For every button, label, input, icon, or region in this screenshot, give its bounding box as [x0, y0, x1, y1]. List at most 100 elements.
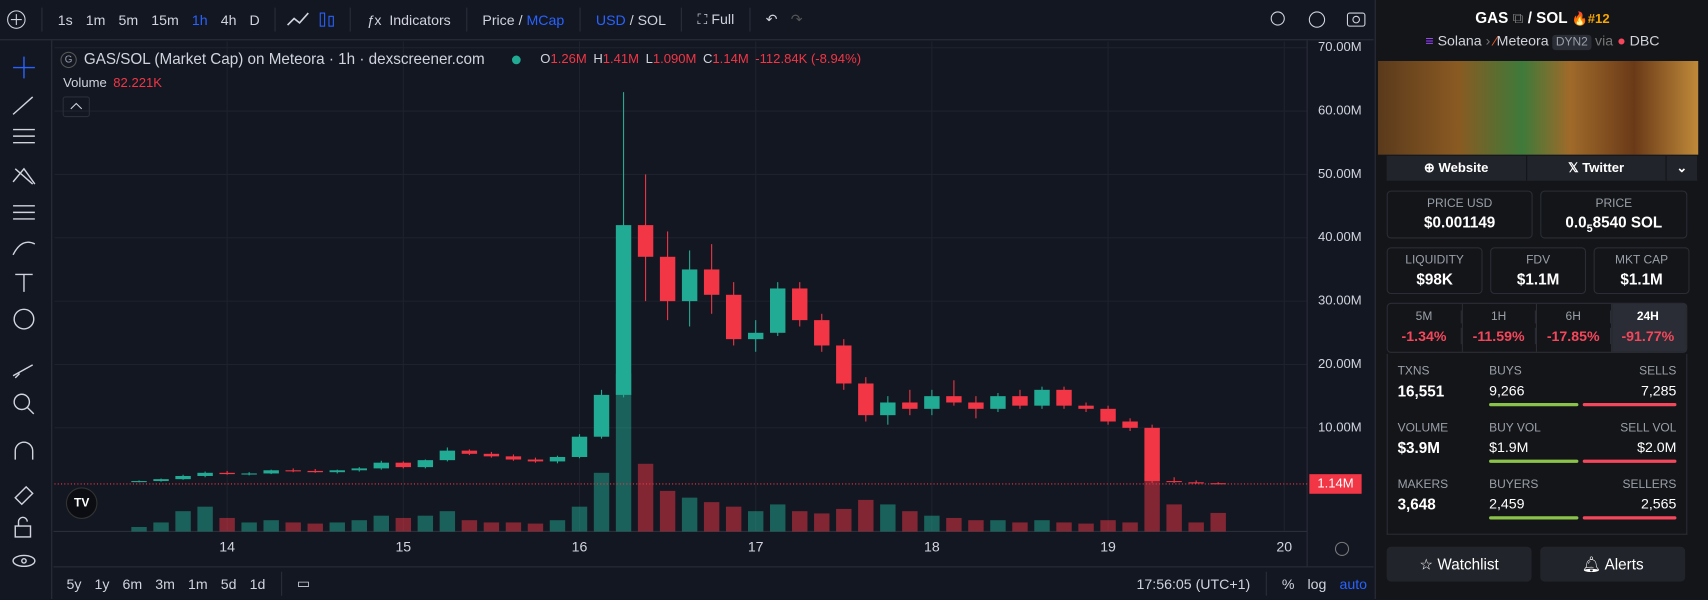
- date-range-icon[interactable]: ▭: [296, 575, 311, 592]
- price-usd-box: PRICE USD $0.001149: [1386, 190, 1533, 239]
- candle-body: [1034, 389, 1050, 406]
- clock: 17:56:05 (UTC+1): [1136, 575, 1251, 592]
- candles: [131, 92, 1226, 485]
- line-chart-icon[interactable]: [285, 9, 313, 31]
- candle-body: [329, 470, 345, 473]
- stat-right-label: SELLS: [1639, 364, 1677, 378]
- interval-button[interactable]: D: [249, 11, 260, 28]
- candle-body: [549, 456, 566, 462]
- candle-body: [439, 450, 456, 461]
- candle-body: [593, 394, 610, 437]
- fullscreen-button[interactable]: ⛶ Full: [697, 10, 735, 28]
- last-price-box: [1309, 474, 1362, 494]
- actions: ☆ Watchlist 🔔︎ Alerts: [1386, 546, 1686, 582]
- x-tick-label: 19: [1100, 539, 1116, 555]
- rank: #12: [1587, 10, 1610, 27]
- candle-body: [1012, 396, 1028, 406]
- metric-box: FDV $1.1M: [1490, 247, 1587, 295]
- volume-bar: [395, 517, 412, 532]
- volume-bar: [351, 520, 367, 532]
- candle-body: [417, 460, 434, 468]
- quote-symbol: SOL: [1536, 8, 1568, 27]
- x-tick-label: 16: [572, 539, 588, 555]
- volume-bar: [197, 506, 213, 532]
- chart: G GAS/SOL (Market Cap) on Meteora · 1h ·…: [53, 40, 1362, 567]
- candle-body: [395, 462, 412, 468]
- interval-button[interactable]: 4h: [220, 11, 237, 28]
- candle-body: [1188, 482, 1204, 484]
- volume-bar: [219, 517, 235, 532]
- y-tick-label: 70.00M: [1318, 40, 1362, 54]
- candle-chart-icon[interactable]: [313, 9, 341, 31]
- change-value: -17.85%: [1537, 327, 1611, 345]
- change-tab[interactable]: 1H -11.59%: [1462, 303, 1538, 352]
- percent-toggle[interactable]: %: [1281, 575, 1295, 592]
- candle-body: [571, 436, 588, 457]
- right-tool-icons[interactable]: [1265, 7, 1374, 33]
- candle-body: [241, 473, 257, 475]
- undo-button[interactable]: ↶: [765, 10, 778, 28]
- twitter-link[interactable]: 𝕏 Twitter: [1527, 155, 1667, 181]
- stat-label: FDV: [1526, 253, 1551, 267]
- interval-button[interactable]: 1h: [191, 11, 208, 28]
- pair-header: GAS ⧉ / SOL 🔥#12: [1475, 8, 1610, 27]
- candle-body: [725, 294, 742, 340]
- alerts-button[interactable]: 🔔︎ Alerts: [1540, 546, 1686, 582]
- volume-bar: [1078, 523, 1094, 532]
- range-button[interactable]: 1d: [249, 575, 266, 592]
- change-tab[interactable]: 24H -91.77%: [1611, 303, 1687, 352]
- stat-left-label: BUYERS: [1489, 478, 1539, 492]
- candle-body: [1144, 427, 1160, 482]
- volume-bar: [153, 522, 169, 532]
- interval-button[interactable]: 15m: [151, 11, 179, 28]
- tool-icons[interactable]: [0, 40, 51, 599]
- redo-button[interactable]: ↷: [790, 10, 803, 28]
- change-tab[interactable]: 6H -17.85%: [1537, 303, 1612, 352]
- volume-pane: [131, 373, 1226, 532]
- range-button[interactable]: 1y: [94, 575, 110, 592]
- indicators-button[interactable]: ƒx Indicators: [366, 11, 451, 28]
- range-button[interactable]: 5d: [220, 575, 237, 592]
- legend-value: 1.090M: [653, 51, 697, 66]
- candle-body: [1056, 389, 1072, 406]
- watchlist-button[interactable]: ☆ Watchlist: [1386, 546, 1532, 582]
- y-tick-label: 50.00M: [1318, 166, 1362, 181]
- change-tab[interactable]: 5M -1.34%: [1388, 303, 1463, 352]
- volume-bar: [1188, 522, 1204, 532]
- website-link[interactable]: ⊕ Website: [1387, 155, 1527, 181]
- separator: [749, 7, 751, 32]
- ohlc-legend: O1.26M H1.41M L1.090M C1.14M -112.84K (-8.94…: [540, 51, 861, 66]
- range-group: 5y 1y 6m 3m 1m 5d 1d: [60, 576, 272, 592]
- volume-bar: [836, 508, 852, 532]
- volume-bar: [373, 515, 390, 532]
- trade-stats: TXNS 16,551 BUYS 9,266 SELLS 7,285 VOLUME $3.9M…: [1386, 353, 1688, 535]
- chart-title: GAS/SOL (Market Cap) on Meteora · 1h · d…: [84, 51, 485, 68]
- links-more[interactable]: ⌄: [1667, 155, 1699, 181]
- candle-body: [131, 481, 147, 483]
- auto-toggle[interactable]: auto: [1339, 575, 1368, 592]
- tv-logo: [65, 487, 98, 519]
- range-button[interactable]: 3m: [155, 575, 175, 592]
- currency-toggle[interactable]: USD / SOL: [596, 11, 666, 27]
- volume-bar: [571, 506, 588, 532]
- log-toggle[interactable]: log: [1307, 575, 1327, 592]
- change-period: 5M: [1388, 310, 1462, 324]
- sell-bar: [1582, 402, 1677, 407]
- range-button[interactable]: 5y: [66, 575, 82, 592]
- range-button[interactable]: 1m: [188, 575, 208, 592]
- y-tick-label: 40.00M: [1318, 229, 1362, 244]
- volume-bar: [615, 373, 632, 532]
- add-symbol-icon[interactable]: [0, 3, 33, 36]
- legend-key: L: [646, 51, 653, 66]
- separator: [350, 7, 352, 32]
- range-button[interactable]: 6m: [122, 575, 143, 592]
- collapse-button[interactable]: [62, 96, 90, 118]
- volume-bar: [417, 515, 434, 532]
- price-mcap-toggle[interactable]: Price / MCap: [482, 11, 564, 27]
- interval-button[interactable]: 5m: [118, 11, 139, 28]
- candle-body: [858, 383, 874, 416]
- interval-button[interactable]: 1s: [57, 11, 73, 28]
- interval-button[interactable]: 1m: [85, 11, 106, 28]
- candle-body: [924, 396, 940, 409]
- stat-row: VOLUME $3.9M BUY VOL $1.9M SELL VOL $2.0M: [1388, 411, 1686, 468]
